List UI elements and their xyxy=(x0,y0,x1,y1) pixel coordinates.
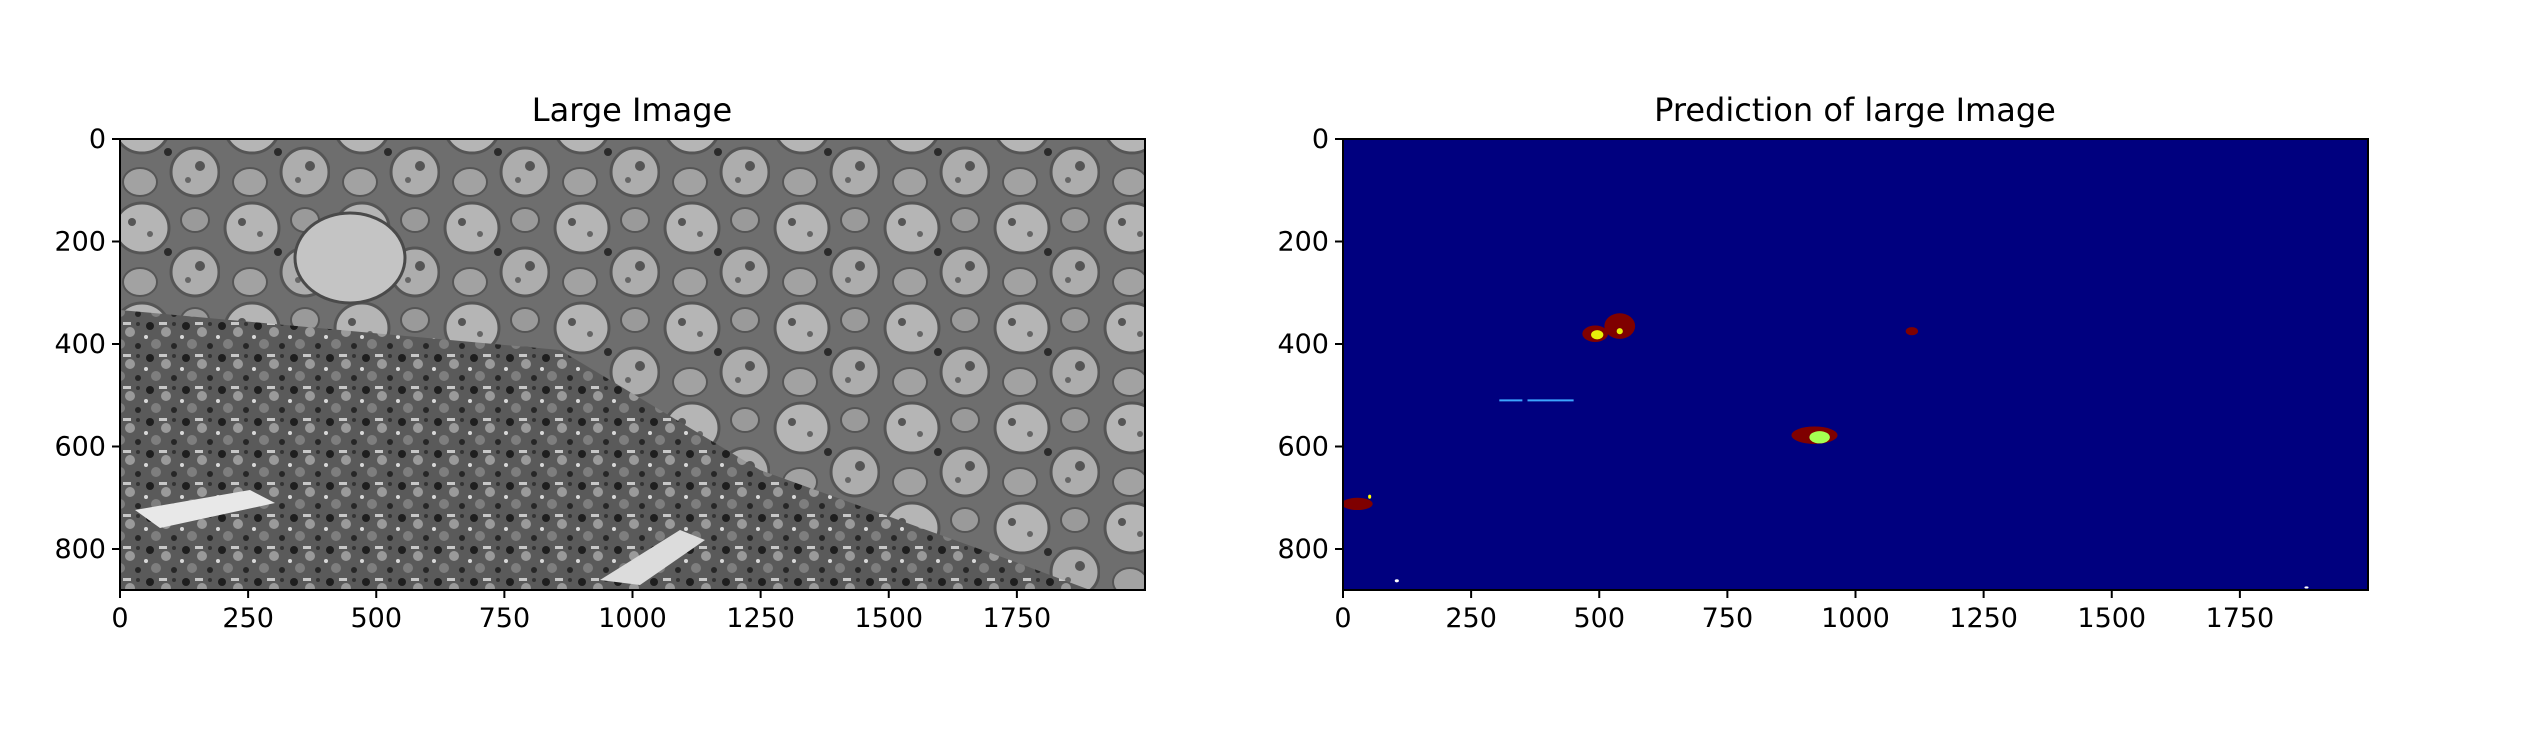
x-tick-label: 1000 xyxy=(598,603,667,634)
prediction-blob xyxy=(1591,330,1604,340)
x-tick-label: 250 xyxy=(222,603,274,634)
x-tick-label: 1500 xyxy=(2077,603,2146,634)
prediction-blob xyxy=(1809,431,1830,444)
y-tick-label: 200 xyxy=(1277,227,1329,258)
prediction-blob xyxy=(1616,328,1623,335)
x-tick-label: 1250 xyxy=(1949,603,2018,634)
y-tick-label: 600 xyxy=(1277,432,1329,463)
x-tick-label: 1750 xyxy=(983,603,1052,634)
x-tick-label: 1500 xyxy=(854,603,923,634)
y-tick-label: 0 xyxy=(1312,124,1329,155)
x-tick-label: 750 xyxy=(1702,603,1754,634)
y-tick-label: 800 xyxy=(1277,534,1329,565)
x-tick-label: 0 xyxy=(1334,603,1351,634)
x-tick-label: 1250 xyxy=(726,603,795,634)
y-tick-label: 400 xyxy=(1277,329,1329,360)
bright-streak xyxy=(135,490,275,528)
prediction-blob xyxy=(2304,586,2309,589)
x-tick-label: 750 xyxy=(479,603,531,634)
prediction-blob xyxy=(1368,494,1372,499)
x-tick-label: 1750 xyxy=(2206,603,2275,634)
prediction-blob xyxy=(1394,579,1399,583)
large-cell xyxy=(293,211,407,305)
axes: 0 250 500 750 1000 1250 1500 1750 0 200 400 600 800 xyxy=(54,124,1146,634)
dense-tissue-region xyxy=(120,310,1090,590)
chart-title: Large Image xyxy=(532,91,732,129)
panel-prediction: Prediction of large Image 0 250 500 750 1000… xyxy=(1277,91,2369,634)
y-tick-label: 0 xyxy=(89,124,106,155)
x-tick-label: 0 xyxy=(111,603,128,634)
prediction-blob xyxy=(1604,313,1636,339)
y-tick-label: 200 xyxy=(54,227,106,258)
prediction-blob xyxy=(1341,497,1373,511)
prediction-blob xyxy=(1905,327,1919,336)
x-tick-label: 1000 xyxy=(1821,603,1890,634)
axes: 0 250 500 750 1000 1250 1500 1750 0 200 400 600 800 xyxy=(1277,124,2369,634)
x-tick-label: 250 xyxy=(1445,603,1497,634)
x-tick-label: 500 xyxy=(1573,603,1625,634)
y-tick-label: 800 xyxy=(54,534,106,565)
x-tick-label: 500 xyxy=(350,603,402,634)
panel-large-image: Large Image 0 250 500 750 1000 1250 1500 1750 0 2… xyxy=(54,91,1146,634)
prediction-background xyxy=(1343,139,2368,590)
y-tick-label: 600 xyxy=(54,432,106,463)
chart-title: Prediction of large Image xyxy=(1654,91,2056,129)
y-tick-label: 400 xyxy=(54,329,106,360)
bright-streak xyxy=(600,530,705,585)
prediction-marks xyxy=(1341,313,2309,589)
